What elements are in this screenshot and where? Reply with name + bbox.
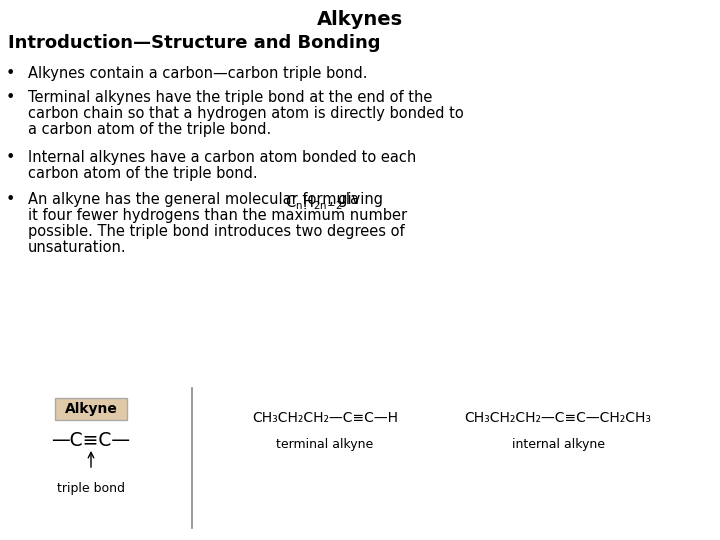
Text: possible. The triple bond introduces two degrees of: possible. The triple bond introduces two…	[28, 224, 405, 239]
Text: carbon chain so that a hydrogen atom is directly bonded to: carbon chain so that a hydrogen atom is …	[28, 106, 464, 121]
Text: —C≡C—: —C≡C—	[52, 430, 130, 449]
Text: terminal alkyne: terminal alkyne	[276, 438, 374, 451]
Text: •: •	[6, 192, 15, 207]
Text: Internal alkynes have a carbon atom bonded to each: Internal alkynes have a carbon atom bond…	[28, 150, 416, 165]
Text: internal alkyne: internal alkyne	[511, 438, 605, 451]
Text: •: •	[6, 150, 15, 165]
Text: a carbon atom of the triple bond.: a carbon atom of the triple bond.	[28, 122, 271, 137]
Text: Alkynes: Alkynes	[317, 10, 403, 29]
Text: Terminal alkynes have the triple bond at the end of the: Terminal alkynes have the triple bond at…	[28, 90, 433, 105]
Text: •: •	[6, 90, 15, 105]
FancyBboxPatch shape	[55, 398, 127, 420]
Text: Introduction—Structure and Bonding: Introduction—Structure and Bonding	[8, 34, 380, 52]
Text: triple bond: triple bond	[57, 482, 125, 495]
Text: An alkyne has the general molecular formula: An alkyne has the general molecular form…	[28, 192, 364, 207]
Text: Alkynes contain a carbon—carbon triple bond.: Alkynes contain a carbon—carbon triple b…	[28, 66, 367, 81]
Text: unsaturation.: unsaturation.	[28, 240, 127, 255]
Text: $\mathsf{C_nH_{2n\mathsf{-}2}}$: $\mathsf{C_nH_{2n\mathsf{-}2}}$	[285, 193, 343, 212]
Text: CH₃CH₂CH₂—C≡C—CH₂CH₃: CH₃CH₂CH₂—C≡C—CH₂CH₃	[464, 411, 652, 425]
Text: •: •	[6, 66, 15, 81]
Text: Alkyne: Alkyne	[65, 402, 117, 416]
Text: CH₃CH₂CH₂—C≡C—H: CH₃CH₂CH₂—C≡C—H	[252, 411, 398, 425]
Text: carbon atom of the triple bond.: carbon atom of the triple bond.	[28, 166, 258, 181]
Text: , giving: , giving	[329, 192, 383, 207]
Text: it four fewer hydrogens than the maximum number: it four fewer hydrogens than the maximum…	[28, 208, 407, 223]
